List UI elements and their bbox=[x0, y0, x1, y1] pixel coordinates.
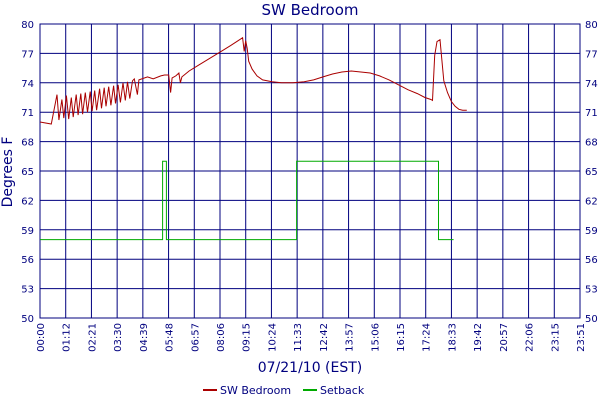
x-tick-label: 00:00 bbox=[36, 323, 47, 352]
x-tick-label: 12:42 bbox=[319, 323, 330, 352]
x-axis-label: 07/21/10 (EST) bbox=[258, 360, 363, 376]
x-tick-label: 22:06 bbox=[525, 323, 536, 352]
legend-label: Setback bbox=[320, 384, 365, 397]
y-tick-label-right: 59 bbox=[585, 226, 598, 237]
y-tick-label-left: 62 bbox=[21, 196, 34, 207]
y-tick-label-right: 74 bbox=[585, 79, 598, 90]
y-tick-label-left: 50 bbox=[21, 314, 34, 325]
x-tick-label: 09:15 bbox=[242, 323, 253, 352]
y-tick-label-right: 80 bbox=[585, 20, 598, 31]
x-tick-label: 19:42 bbox=[473, 323, 484, 352]
x-tick-label: 18:33 bbox=[447, 323, 458, 352]
y-tick-label-left: 68 bbox=[21, 138, 34, 149]
x-tick-label: 05:48 bbox=[165, 323, 176, 352]
y-tick-label-left: 65 bbox=[21, 167, 34, 178]
y-tick-label-left: 77 bbox=[21, 49, 34, 60]
x-tick-label: 17:24 bbox=[422, 323, 433, 352]
legend: SW Bedroom Setback bbox=[203, 384, 365, 397]
y-tick-label-left: 74 bbox=[21, 79, 34, 90]
series-line bbox=[39, 36, 467, 125]
y-ticks-left: 50 53 56 59 62 65 68 71 74 77 80 bbox=[21, 20, 34, 325]
x-tick-label: 02:21 bbox=[87, 323, 98, 352]
x-tick-label: 11:33 bbox=[293, 323, 304, 352]
x-tick-label: 06:57 bbox=[190, 323, 201, 352]
y-tick-label-right: 56 bbox=[585, 255, 598, 266]
x-tick-label: 04:39 bbox=[139, 323, 150, 352]
series-line bbox=[40, 160, 454, 241]
y-ticks-right: 50 53 56 59 62 65 68 71 74 77 80 bbox=[585, 20, 598, 325]
x-tick-label: 16:15 bbox=[396, 323, 407, 352]
y-tick-label-right: 50 bbox=[585, 314, 598, 325]
x-tick-label: 20:57 bbox=[499, 323, 510, 352]
y-tick-label-right: 77 bbox=[585, 49, 598, 60]
y-tick-label-right: 62 bbox=[585, 196, 598, 207]
x-tick-label: 13:57 bbox=[345, 323, 356, 352]
y-axis-label: Degrees F bbox=[0, 137, 16, 208]
y-tick-label-left: 59 bbox=[21, 226, 34, 237]
x-tick-label: 15:06 bbox=[370, 323, 381, 352]
y-tick-label-left: 56 bbox=[21, 255, 34, 266]
y-tick-label-right: 53 bbox=[585, 285, 598, 296]
legend-label: SW Bedroom bbox=[220, 384, 291, 397]
y-tick-label-right: 71 bbox=[585, 108, 598, 119]
plot-area bbox=[39, 23, 581, 319]
y-tick-label-right: 65 bbox=[585, 167, 598, 178]
x-tick-label: 08:06 bbox=[216, 323, 227, 352]
x-ticks: 00:00 01:12 02:21 03:30 04:39 05:48 06:57 08:06… bbox=[36, 323, 587, 352]
x-tick-label: 23:15 bbox=[550, 323, 561, 352]
x-tick-label: 23:51 bbox=[576, 323, 587, 352]
y-tick-label-left: 71 bbox=[21, 108, 34, 119]
y-tick-label-left: 80 bbox=[21, 20, 34, 31]
x-tick-label: 01:12 bbox=[62, 323, 73, 352]
y-tick-label-right: 68 bbox=[585, 138, 598, 149]
chart-title: SW Bedroom bbox=[262, 1, 359, 19]
x-tick-label: 10:24 bbox=[267, 323, 278, 352]
x-tick-label: 03:30 bbox=[113, 323, 124, 352]
y-tick-label-left: 53 bbox=[21, 285, 34, 296]
